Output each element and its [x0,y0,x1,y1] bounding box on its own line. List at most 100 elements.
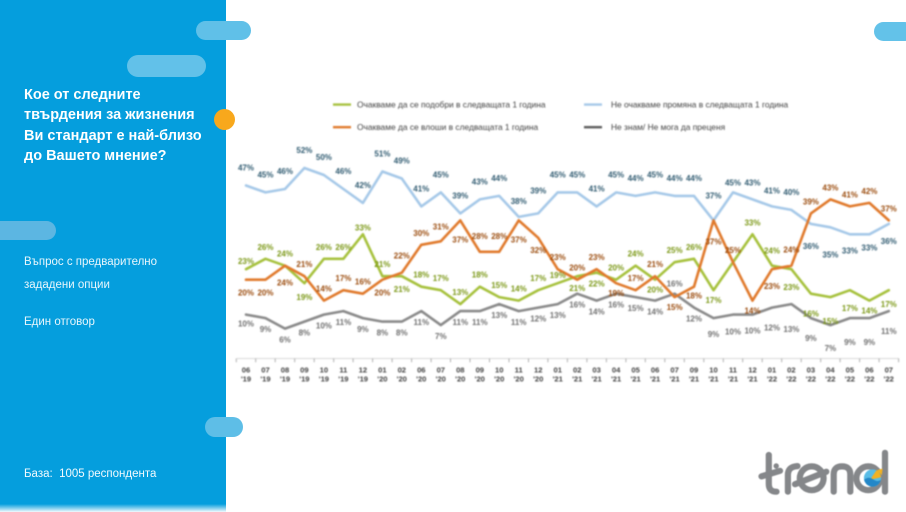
svg-text:'21: '21 [630,375,641,384]
svg-text:06: 06 [865,366,873,375]
svg-text:37%: 37% [705,237,721,246]
svg-text:11: 11 [339,366,348,375]
svg-text:50%: 50% [316,153,332,162]
svg-text:'21: '21 [689,375,700,384]
svg-text:36%: 36% [803,242,819,251]
svg-text:26%: 26% [257,243,273,252]
svg-text:45%: 45% [608,170,624,179]
svg-text:32%: 32% [530,246,546,255]
svg-text:17%: 17% [842,304,858,313]
svg-text:16%: 16% [803,310,819,319]
svg-text:39%: 39% [452,191,468,200]
svg-text:43%: 43% [822,183,838,192]
svg-text:10%: 10% [316,322,332,331]
svg-text:31%: 31% [433,222,449,231]
svg-text:07: 07 [670,366,678,375]
svg-text:44%: 44% [491,174,507,183]
svg-text:'21: '21 [747,375,758,384]
svg-text:'21: '21 [669,375,680,384]
svg-text:25%: 25% [667,246,683,255]
svg-text:33%: 33% [842,246,858,255]
svg-text:03: 03 [807,366,815,375]
svg-text:Очакваме да се подобри в следв: Очакваме да се подобри в следващата 1 го… [357,99,546,109]
svg-text:51%: 51% [374,150,390,159]
svg-text:20%: 20% [647,286,663,295]
svg-text:9%: 9% [357,325,369,334]
svg-text:7%: 7% [435,332,447,341]
svg-text:06: 06 [651,366,659,375]
svg-text:'20: '20 [397,375,407,384]
svg-text:01: 01 [768,366,777,375]
svg-text:45%: 45% [550,170,566,179]
svg-text:'21: '21 [728,375,739,384]
svg-text:22%: 22% [589,280,605,289]
svg-text:23%: 23% [589,253,605,262]
svg-text:08: 08 [281,366,289,375]
svg-text:42%: 42% [355,181,371,190]
svg-text:12: 12 [748,366,756,375]
svg-text:46%: 46% [277,167,293,176]
svg-text:6%: 6% [279,336,291,345]
svg-text:09: 09 [300,366,308,375]
svg-text:02: 02 [787,366,795,375]
svg-text:15%: 15% [667,303,683,312]
svg-text:'20: '20 [436,375,446,384]
svg-text:07: 07 [885,366,893,375]
svg-text:11%: 11% [472,318,488,327]
svg-text:'22: '22 [825,375,835,384]
svg-text:11%: 11% [336,318,352,327]
svg-text:24%: 24% [783,246,799,255]
svg-text:33%: 33% [355,223,371,232]
svg-text:20%: 20% [238,289,254,298]
svg-text:10: 10 [709,366,717,375]
svg-text:16%: 16% [355,278,371,287]
svg-text:36%: 36% [881,237,897,246]
svg-text:'22: '22 [806,375,816,384]
svg-text:14%: 14% [511,285,527,294]
svg-text:17%: 17% [881,300,897,309]
svg-text:12%: 12% [530,315,546,324]
svg-text:23%: 23% [550,253,566,262]
svg-text:'19: '19 [241,375,251,384]
svg-text:'21: '21 [553,375,564,384]
svg-text:10%: 10% [238,320,254,329]
svg-text:18%: 18% [413,271,429,280]
svg-text:'22: '22 [884,375,894,384]
svg-text:44%: 44% [628,174,644,183]
svg-text:'20: '20 [475,375,485,384]
svg-text:45%: 45% [433,170,449,179]
svg-text:24%: 24% [764,247,780,256]
svg-text:21%: 21% [394,285,410,294]
svg-text:45%: 45% [257,170,273,179]
svg-text:03: 03 [592,366,600,375]
svg-text:12: 12 [534,366,542,375]
svg-text:44%: 44% [667,174,683,183]
svg-text:19%: 19% [550,271,566,280]
svg-text:'19: '19 [338,375,348,384]
svg-text:26%: 26% [335,243,351,252]
svg-text:33%: 33% [861,243,877,252]
svg-text:06: 06 [242,366,250,375]
svg-text:14%: 14% [589,308,605,317]
svg-text:9%: 9% [260,325,272,334]
svg-text:07: 07 [261,366,269,375]
svg-text:45%: 45% [647,170,663,179]
svg-text:22%: 22% [394,252,410,261]
svg-text:12: 12 [359,366,367,375]
svg-text:15%: 15% [822,317,838,326]
svg-text:'21: '21 [708,375,719,384]
svg-text:43%: 43% [472,177,488,186]
svg-text:20%: 20% [257,289,273,298]
svg-text:'19: '19 [319,375,329,384]
svg-text:'22: '22 [767,375,777,384]
svg-text:'22: '22 [845,375,855,384]
svg-text:39%: 39% [530,186,546,195]
svg-text:Очакваме да се влоши в следващ: Очакваме да се влоши в следващата 1 годи… [357,122,538,132]
svg-text:47%: 47% [238,164,254,173]
svg-text:07: 07 [437,366,445,375]
svg-text:42%: 42% [861,187,877,196]
svg-text:41%: 41% [589,184,605,193]
svg-text:23%: 23% [764,282,780,291]
svg-text:33%: 33% [744,218,760,227]
svg-text:16%: 16% [569,301,585,310]
